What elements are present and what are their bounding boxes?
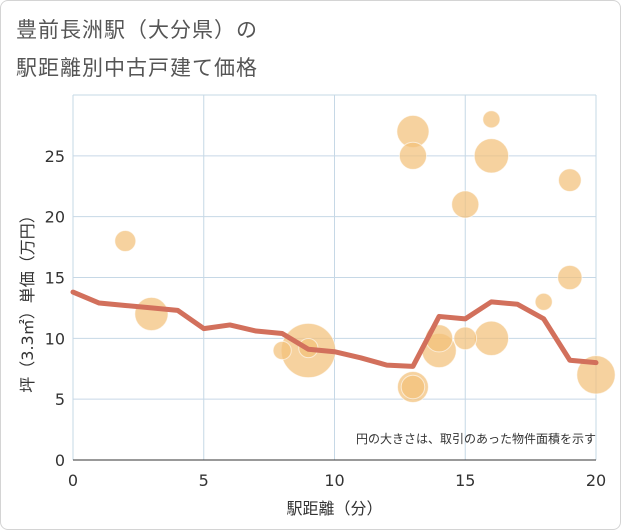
bubble-point — [473, 138, 510, 174]
chart-title-line1: 豊前長洲駅（大分県）の — [16, 18, 258, 42]
y-axis-label: 坪（3.3㎡）単価（万円） — [18, 207, 37, 392]
bubble-point — [398, 141, 428, 170]
chart-title-line2: 駅距離別中古戸建て価格 — [16, 56, 258, 80]
grid — [72, 94, 597, 461]
bubble-point — [576, 355, 616, 395]
y-tick-label: 5 — [55, 390, 65, 409]
y-tick-label: 15 — [45, 269, 65, 288]
bubble-point — [451, 190, 480, 219]
y-tick-label: 10 — [45, 329, 65, 348]
trend-line-layer — [70, 289, 599, 369]
bubble-point — [453, 326, 478, 351]
x-tick-label: 5 — [199, 471, 209, 490]
x-tick-label: 15 — [455, 471, 475, 490]
x-tick-label: 10 — [324, 471, 344, 490]
bubble-point — [134, 296, 169, 332]
bubble-point — [534, 292, 553, 311]
y-tick-label: 20 — [45, 208, 65, 227]
bubble-point — [473, 320, 510, 357]
x-tick-label: 0 — [68, 471, 78, 490]
average-price-line — [70, 289, 599, 369]
y-tick-label: 0 — [55, 451, 65, 470]
bubble-point — [557, 168, 582, 193]
x-tick-label: 20 — [586, 471, 606, 490]
bubble-layer — [114, 110, 616, 403]
bubble-point — [557, 264, 583, 291]
tick-layer: 0 5 10 15 20 0 5 10 15 20 25 — [45, 147, 607, 490]
bubble-point — [272, 340, 292, 361]
y-tick-label: 25 — [45, 147, 65, 166]
bubble-point — [482, 110, 501, 129]
x-axis-label: 駅距離（分） — [286, 499, 382, 518]
bubble-point — [400, 374, 426, 400]
chart-note: 円の大きさは、取引のあった物件面積を示す — [356, 431, 596, 446]
bubble-point — [114, 229, 137, 253]
